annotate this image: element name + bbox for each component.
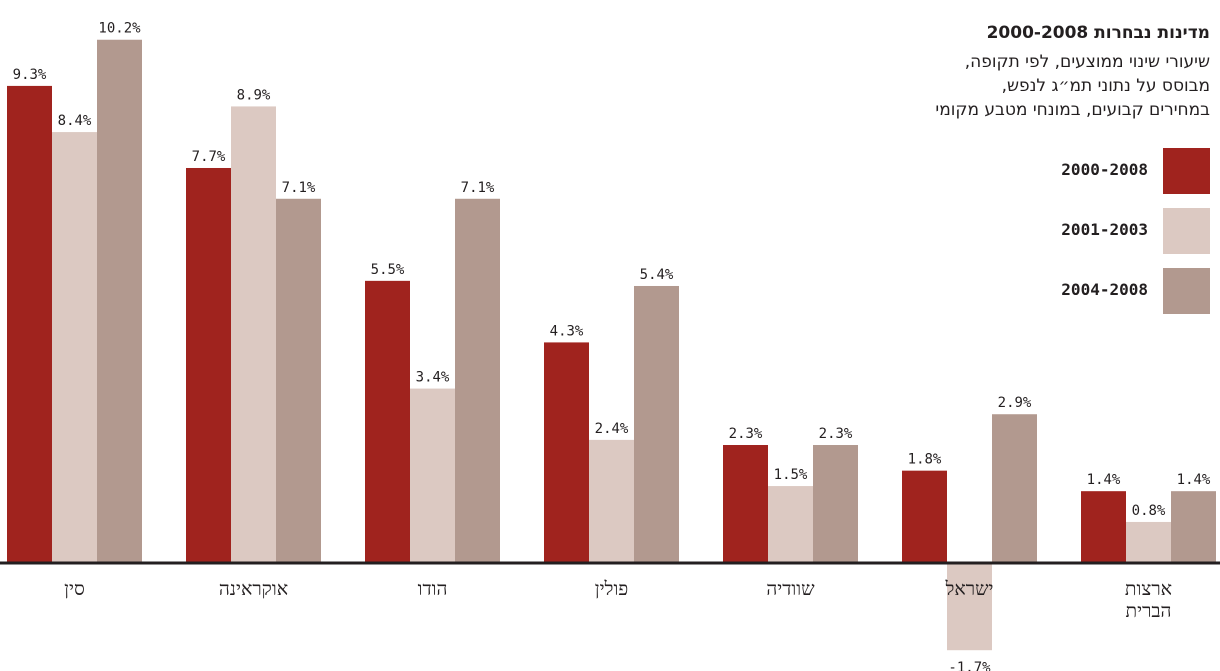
data-label-2000-2008-3: 4.3% <box>550 323 584 339</box>
category-label-6-line-0: ארצות <box>1125 578 1172 600</box>
bar-2000-2008-1 <box>186 168 231 563</box>
bar-2004-2008-4 <box>813 445 858 563</box>
bar-2004-2008-3 <box>634 286 679 563</box>
data-label-2000-2008-4: 2.3% <box>729 426 763 442</box>
chart-title: מדינות נבחרות 2000-2008 <box>750 22 1210 44</box>
bar-2000-2008-5 <box>902 471 947 563</box>
data-label-2001-2003-5: -1.7% <box>948 660 991 671</box>
category-label-3: פולין <box>595 578 629 600</box>
legend: 2000-2008 2001-2003 2004-2008 <box>950 148 1210 328</box>
data-label-2004-2008-0: 10.2% <box>98 21 141 37</box>
legend-swatch-2001-2003 <box>1163 208 1210 254</box>
category-label-5: ישראל <box>944 578 993 600</box>
data-label-2004-2008-4: 2.3% <box>819 426 853 442</box>
bar-2001-2003-5 <box>947 563 992 650</box>
bar-2000-2008-2 <box>365 281 410 563</box>
data-label-2000-2008-6: 1.4% <box>1087 472 1121 488</box>
bar-2004-2008-5 <box>992 414 1037 563</box>
data-label-2004-2008-3: 5.4% <box>640 267 674 283</box>
bar-2001-2003-2 <box>410 389 455 563</box>
category-label-2: הודו <box>418 578 448 600</box>
bar-2004-2008-6 <box>1171 491 1216 563</box>
bar-2001-2003-6 <box>1126 522 1171 563</box>
bar-2000-2008-0 <box>7 86 52 563</box>
bar-2001-2003-1 <box>231 106 276 563</box>
bar-2004-2008-1 <box>276 199 321 563</box>
legend-label-2000-2008: 2000-2008 <box>1061 160 1148 179</box>
bar-2000-2008-4 <box>723 445 768 563</box>
bar-2001-2003-4 <box>768 486 813 563</box>
data-label-2004-2008-2: 7.1% <box>461 180 495 196</box>
legend-label-2001-2003: 2001-2003 <box>1061 220 1148 239</box>
data-label-2000-2008-1: 7.7% <box>192 149 226 165</box>
bar-2001-2003-3 <box>589 440 634 563</box>
data-label-2001-2003-4: 1.5% <box>774 467 808 483</box>
legend-swatch-2004-2008 <box>1163 268 1210 314</box>
data-label-2000-2008-0: 9.3% <box>13 67 47 83</box>
chart-subtitle-line-1: שיעורי שינוי ממוצעים, לפי תקופה, <box>750 50 1210 74</box>
bar-2004-2008-2 <box>455 199 500 563</box>
data-label-2001-2003-1: 8.9% <box>237 87 271 103</box>
category-label-6-line-1: הברית <box>1126 600 1172 622</box>
legend-item-2000-2008: 2000-2008 <box>950 148 1210 194</box>
category-label-1: אוקראינה <box>219 578 288 600</box>
bar-2001-2003-0 <box>52 132 97 563</box>
bar-2004-2008-0 <box>97 40 142 563</box>
legend-swatch-2000-2008 <box>1163 148 1210 194</box>
chart-subtitle-line-2: מבוסס על נתוני תמ״ג לנפש, <box>750 74 1210 98</box>
bar-2000-2008-3 <box>544 342 589 563</box>
bar-2000-2008-6 <box>1081 491 1126 563</box>
legend-item-2004-2008: 2004-2008 <box>950 268 1210 314</box>
chart-header: מדינות נבחרות 2000-2008 שיעורי שינוי ממו… <box>750 22 1210 122</box>
data-label-2004-2008-5: 2.9% <box>998 395 1032 411</box>
data-label-2004-2008-6: 1.4% <box>1177 472 1211 488</box>
category-label-0: סין <box>64 578 85 600</box>
data-label-2004-2008-1: 7.1% <box>282 180 316 196</box>
chart-subtitle-line-3: במחירים קבועים, במונחי מטבע מקומי <box>750 98 1210 122</box>
data-label-2001-2003-2: 3.4% <box>416 370 450 386</box>
data-label-2000-2008-5: 1.8% <box>908 452 942 468</box>
data-label-2001-2003-3: 2.4% <box>595 421 629 437</box>
legend-item-2001-2003: 2001-2003 <box>950 208 1210 254</box>
category-label-4: שוודיה <box>766 578 815 600</box>
legend-label-2004-2008: 2004-2008 <box>1061 280 1148 299</box>
data-label-2000-2008-2: 5.5% <box>371 262 405 278</box>
data-label-2001-2003-6: 0.8% <box>1132 503 1166 519</box>
data-label-2001-2003-0: 8.4% <box>58 113 92 129</box>
